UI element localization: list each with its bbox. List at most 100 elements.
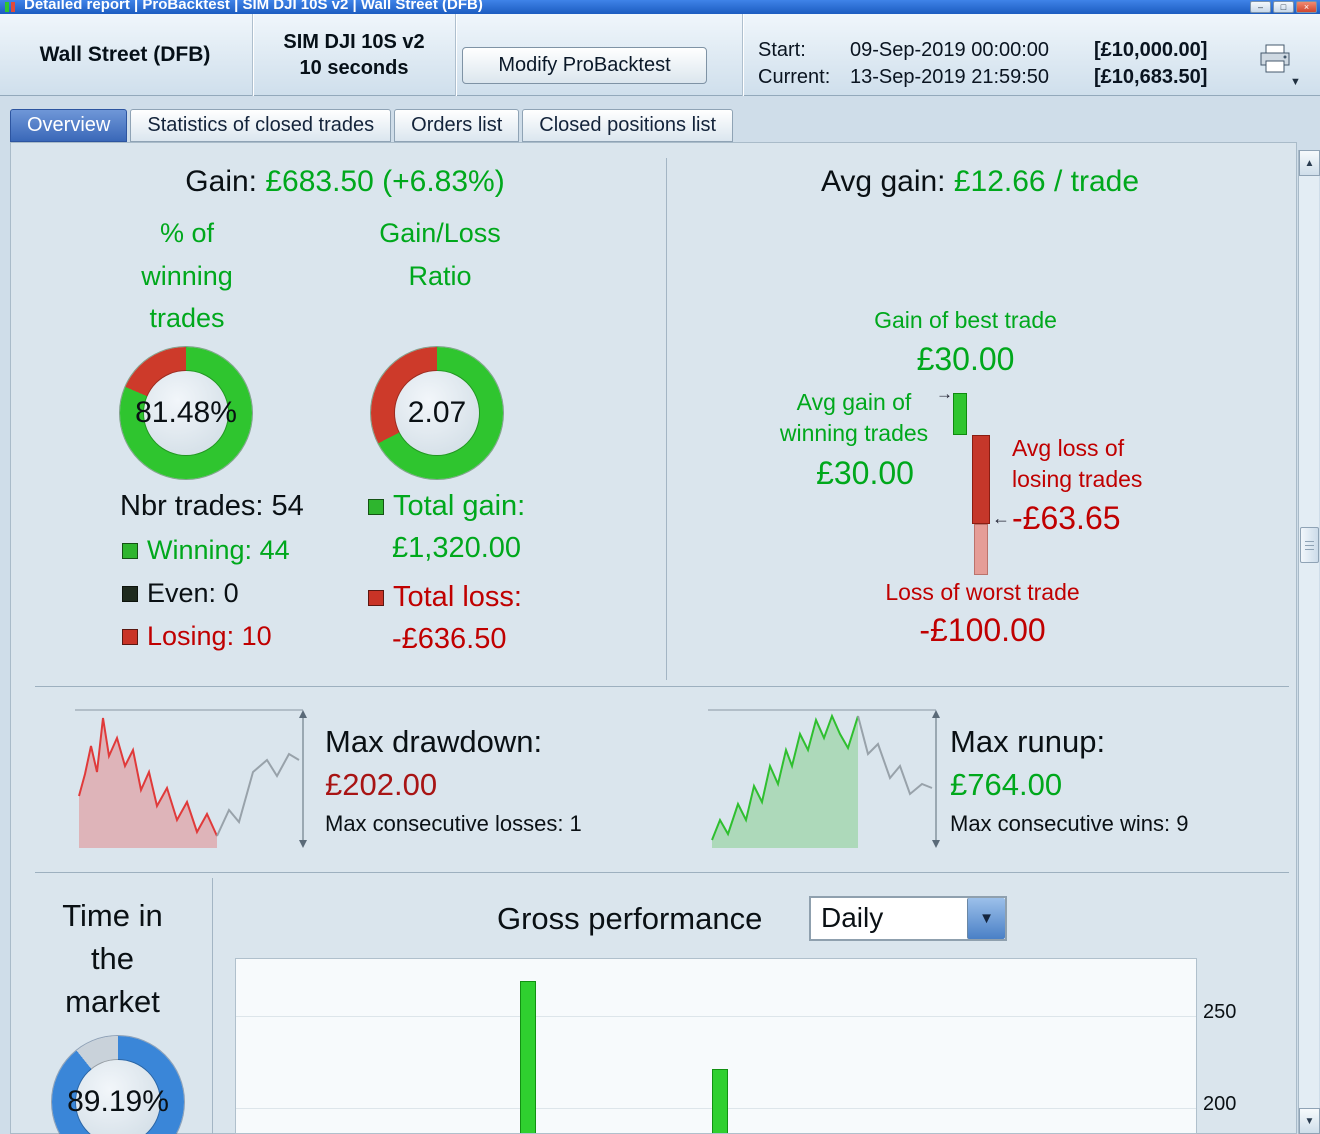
close-icon: ×	[1303, 2, 1310, 12]
gain-loss-ratio-donut: 2.07	[371, 347, 503, 479]
start-row: Start: 09-Sep-2019 00:00:00 [£10,000.00]	[758, 37, 1207, 64]
report-header: Wall Street (DFB) SIM DJI 10S v2 10 seco…	[0, 14, 1320, 96]
print-dropdown-arrow-icon: ▼	[1290, 76, 1301, 88]
system-timeframe: 10 seconds	[299, 57, 409, 79]
even-swatch-icon	[122, 585, 138, 602]
gross-performance-title: Gross performance	[497, 901, 763, 936]
total-gain-value: £1,320.00	[392, 532, 522, 564]
system-name: SIM DJI 10S v2 10 seconds	[255, 14, 453, 96]
total-loss-swatch-icon	[368, 589, 384, 606]
current-datetime: 13-Sep-2019 21:59:50	[850, 66, 1050, 88]
drawdown-sparkline-chart	[75, 709, 307, 848]
avg-win-label: Avg gain of winning trades	[779, 389, 929, 447]
avg-gain-headline: Avg gain: £12.66 / trade	[755, 165, 1205, 199]
runup-sparkline-chart	[708, 709, 940, 848]
close-button[interactable]: ×	[1296, 1, 1317, 13]
max-runup-value: £764.00	[950, 767, 1063, 802]
max-consecutive-wins: Max consecutive wins: 9	[950, 811, 1189, 836]
donut-hole	[144, 371, 228, 455]
scroll-up-button[interactable]: ▲	[1299, 150, 1320, 176]
header-separator	[455, 14, 456, 96]
avg-loss-arrow-icon: ←	[992, 508, 1010, 528]
start-equity: [£10,000.00]	[1094, 39, 1208, 61]
period-select[interactable]: Daily ▼	[809, 896, 1007, 941]
best-trade-label: Gain of best trade	[874, 307, 1057, 333]
app-icon	[5, 2, 19, 12]
maximize-button[interactable]: □	[1273, 1, 1294, 13]
gross-performance-bar	[520, 981, 536, 1133]
chevron-down-icon: ▼	[979, 910, 994, 927]
gain-loss-ratio-title: Gain/Loss Ratio	[379, 218, 501, 291]
max-runup-label: Max runup:	[950, 724, 1106, 759]
time-in-market-donut: 89.19%	[52, 1036, 184, 1134]
time-in-market-title: Time in the market	[62, 898, 163, 1019]
donut-hole	[395, 371, 479, 455]
horizontal-divider	[35, 872, 1289, 873]
period-select-button[interactable]: ▼	[967, 898, 1005, 939]
losing-swatch-icon	[122, 628, 138, 645]
y-axis-tick-250: 250	[1203, 1001, 1237, 1023]
winning-percent-donut: 81.48%	[120, 347, 252, 479]
avg-loss-label: Avg loss of losing trades	[1012, 435, 1143, 493]
total-loss-value: -£636.50	[392, 623, 507, 655]
worst-loss-bar	[974, 524, 988, 575]
avg-gain-label: Avg gain:	[820, 165, 946, 198]
printer-icon	[1260, 44, 1290, 73]
header-separator	[252, 14, 253, 96]
gain-headline: Gain: £683.50 (+6.83%)	[120, 165, 570, 199]
winning-percent-value: 81.48%	[135, 396, 237, 429]
avg-loss-bar	[972, 435, 990, 525]
tab-orders-list[interactable]: Orders list	[394, 109, 520, 142]
max-consecutive-losses: Max consecutive losses: 1	[325, 811, 582, 836]
vertical-divider	[212, 878, 213, 1134]
avg-loss-value: ← -£63.65	[992, 500, 1121, 536]
vertical-scrollbar[interactable]: ▲ ▼	[1298, 150, 1320, 1134]
worst-trade-value: -£100.00	[919, 612, 1046, 648]
tab-closed-positions-list[interactable]: Closed positions list	[522, 109, 734, 142]
avg-gain-value: £12.66 / trade	[953, 165, 1140, 198]
nbr-trades: Nbr trades: 54	[120, 490, 304, 523]
gain-loss-ratio-value: 2.07	[407, 396, 467, 429]
winning-legend-row: Winning: 44	[122, 535, 290, 566]
avg-win-arrow-icon: →	[936, 384, 953, 403]
period-select-value[interactable]: Daily	[821, 902, 884, 933]
y-axis-tick-200: 200	[1203, 1093, 1237, 1115]
winning-percent-title: % of winning trades	[141, 218, 233, 334]
start-label: Start:	[758, 39, 806, 61]
even-legend-row: Even: 0	[122, 578, 239, 609]
nbr-trades-label: Nbr trades:	[120, 490, 264, 522]
worst-trade-label: Loss of worst trade	[885, 579, 1080, 605]
total-loss-row: Total loss:	[368, 581, 522, 614]
nbr-trades-value: 54	[271, 490, 304, 522]
vertical-divider	[666, 158, 667, 680]
winning-swatch-icon	[122, 542, 138, 559]
losing-legend-row: Losing: 10	[122, 621, 272, 652]
donut-hole	[76, 1060, 160, 1134]
gridline-250	[236, 1016, 1196, 1017]
winning-label: Winning: 44	[147, 535, 290, 565]
gross-performance-chart	[235, 958, 1197, 1134]
best-trade-value: £30.00	[916, 341, 1015, 377]
window-titlebar[interactable]: Detailed report | ProBacktest | SIM DJI …	[0, 0, 1320, 14]
scroll-down-icon: ▼	[1304, 1115, 1315, 1127]
time-in-market-value: 89.19%	[67, 1085, 169, 1118]
losing-label: Losing: 10	[147, 621, 272, 651]
tab-statistics-of-closed-trades[interactable]: Statistics of closed trades	[130, 109, 392, 142]
modify-probacktest-button[interactable]: Modify ProBacktest	[462, 47, 707, 84]
system-name-line1: SIM DJI 10S v2	[283, 31, 425, 53]
scrollbar-thumb[interactable]	[1300, 527, 1319, 563]
tab-overview[interactable]: Overview	[10, 109, 128, 142]
total-gain-row: Total gain:	[368, 490, 525, 523]
scroll-up-icon: ▲	[1304, 157, 1315, 169]
minimize-button[interactable]: –	[1250, 1, 1271, 13]
instrument-name: Wall Street (DFB)	[39, 43, 211, 66]
current-equity: [£10,683.50]	[1094, 66, 1208, 88]
gain-label: Gain:	[185, 165, 258, 198]
max-drawdown-value: £202.00	[325, 767, 438, 802]
minimize-icon: –	[1257, 2, 1263, 12]
even-label: Even: 0	[147, 578, 239, 608]
scroll-down-button[interactable]: ▼	[1299, 1108, 1320, 1134]
window-title: Detailed report | ProBacktest | SIM DJI …	[24, 0, 483, 13]
print-button[interactable]: ▼	[1258, 44, 1302, 92]
